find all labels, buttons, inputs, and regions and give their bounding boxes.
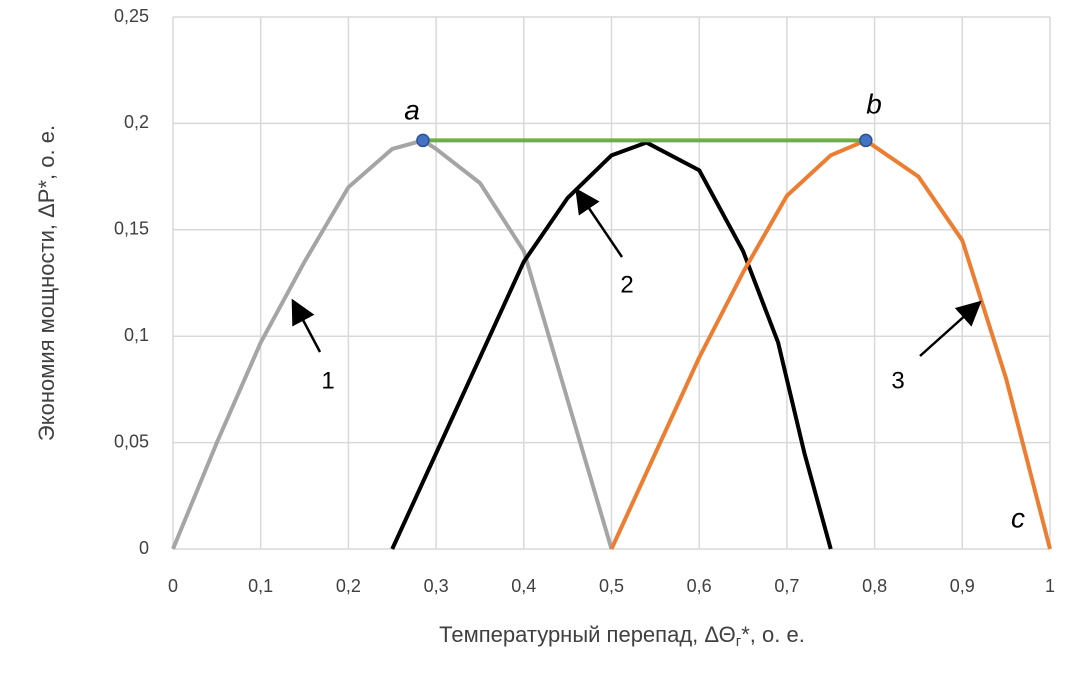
- series-line: [609, 138, 1052, 550]
- x-tick-label: 0,9: [950, 576, 975, 596]
- point: [859, 133, 873, 148]
- x-tick-label: 0,5: [599, 576, 624, 596]
- x-axis-label: Температурный перепад, ΔΘг*, о. е.: [439, 622, 805, 650]
- annotation: 1: [321, 367, 334, 394]
- plot: [171, 133, 1052, 550]
- series-line: [171, 138, 614, 550]
- x-tick-label: 0,4: [511, 576, 536, 596]
- x-tick-label: 0,7: [774, 576, 799, 596]
- y-tick-label: 0,15: [114, 219, 149, 239]
- grid: [172, 16, 1051, 550]
- x-tick-label: 0,6: [687, 576, 712, 596]
- arrow: [291, 298, 322, 353]
- annotation: 3: [891, 367, 904, 394]
- y-tick-label: 0: [139, 538, 149, 558]
- y-axis-label: Экономия мощности, ΔP*, о. е.: [34, 125, 59, 441]
- y-tick-label: 0,2: [124, 112, 149, 132]
- annotation: b: [866, 88, 882, 119]
- y-tick-label: 0,05: [114, 431, 149, 451]
- x-tick-label: 0,1: [248, 576, 273, 596]
- arrow: [575, 187, 624, 258]
- annotation: a: [404, 94, 420, 125]
- x-tick-label: 0,2: [336, 576, 361, 596]
- x-tick-label: 0: [168, 576, 178, 596]
- y-tick-label: 0,25: [114, 6, 149, 26]
- x-tick-label: 1: [1045, 576, 1055, 596]
- series-line: [390, 140, 833, 550]
- point: [416, 133, 430, 148]
- arrow: [919, 300, 982, 357]
- x-tick-label: 0,3: [424, 576, 449, 596]
- y-tick-label: 0,1: [124, 325, 149, 345]
- x-tick-label: 0,8: [862, 576, 887, 596]
- annotation: c: [1011, 502, 1025, 533]
- annotation: 2: [620, 271, 633, 298]
